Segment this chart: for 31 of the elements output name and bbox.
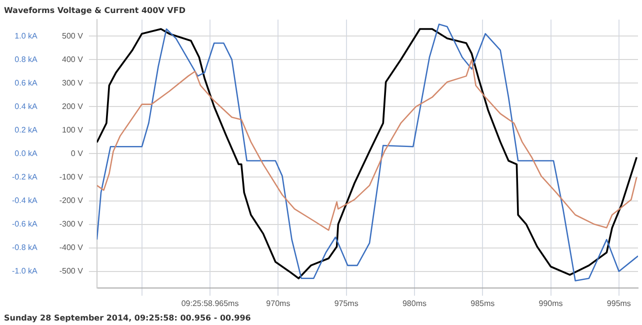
- y2-tick-label: 1.0 kA: [14, 31, 38, 40]
- y2-tick-label: 0.8 kA: [14, 54, 38, 64]
- y-tick-label: 500 V: [62, 31, 84, 40]
- y-tick-label: -300 V: [59, 219, 84, 228]
- y2-tick-label: -0.4 kA: [12, 196, 38, 205]
- y2-tick-label: -1.0 kA: [12, 266, 38, 276]
- y2-tick-label: 0.0 kA: [14, 148, 38, 158]
- y-tick-label: -200 V: [59, 196, 84, 205]
- x-tick-label: 09:25:58.965ms: [181, 298, 239, 308]
- text: Sunday 28 September 2014, 09:25:58: 00.956 - 00.996: [4, 313, 252, 322]
- y-tick-label: 300 V: [62, 78, 84, 88]
- y-tick-label: 400 V: [62, 54, 84, 64]
- x-tick-label: 980ms: [402, 298, 426, 308]
- chart-title: Waveforms Voltage & Current 400V VFD: [4, 6, 186, 15]
- y-tick-label: -400 V: [59, 243, 84, 252]
- y2-tick-label: 0.6 kA: [14, 78, 38, 88]
- x-tick-label: 985ms: [470, 298, 495, 308]
- y-tick-label: 200 V: [62, 102, 84, 111]
- y2-tick-label: -0.8 kA: [12, 243, 38, 252]
- y-tick-label: -100 V: [59, 172, 84, 182]
- x-tick-label: 970ms: [266, 298, 290, 308]
- y-tick-label: 100 V: [62, 125, 84, 134]
- x-tick-label: 975ms: [334, 298, 358, 308]
- y-tick-label: 0 V: [70, 148, 84, 158]
- y-tick-label: -500 V: [59, 266, 84, 276]
- y2-tick-label: 0.2 kA: [14, 125, 38, 134]
- x-tick-label: 990ms: [538, 298, 563, 308]
- y2-tick-label: -0.2 kA: [12, 172, 38, 182]
- y2-tick-label: 0.4 kA: [14, 102, 38, 111]
- y2-tick-label: -0.6 kA: [12, 219, 38, 228]
- x-tick-label: 995ms: [606, 298, 631, 308]
